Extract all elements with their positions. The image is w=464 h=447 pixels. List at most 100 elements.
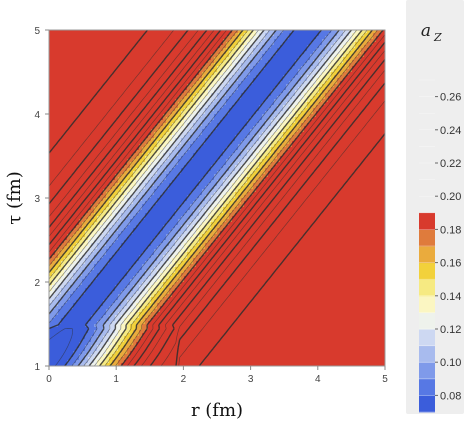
contour-cell bbox=[70, 267, 74, 271]
contour-cell bbox=[58, 273, 62, 277]
contour-cell bbox=[154, 177, 158, 181]
contour-cell bbox=[52, 231, 56, 235]
contour-cell bbox=[175, 333, 179, 337]
contour-cell bbox=[82, 204, 86, 208]
contour-cell bbox=[181, 96, 185, 100]
contour-cell bbox=[127, 321, 131, 325]
contour-cell bbox=[121, 231, 125, 235]
contour-cell bbox=[76, 279, 80, 283]
contour-cell bbox=[49, 87, 53, 91]
contour-cell bbox=[82, 105, 86, 109]
contour-cell bbox=[145, 78, 149, 82]
contour-cell bbox=[166, 339, 170, 343]
contour-cell bbox=[124, 351, 128, 355]
contour-cell bbox=[166, 69, 170, 73]
contour-cell bbox=[163, 84, 167, 88]
contour-cell bbox=[58, 165, 62, 169]
contour-cell bbox=[121, 135, 125, 139]
contour-cell bbox=[127, 63, 131, 67]
contour-cell bbox=[52, 180, 56, 184]
contour-cell bbox=[154, 267, 158, 271]
contour-cell bbox=[55, 138, 59, 142]
contour-cell bbox=[73, 315, 77, 319]
contour-cell bbox=[181, 102, 185, 106]
contour-cell bbox=[133, 357, 137, 361]
contour-cell bbox=[73, 147, 77, 151]
contour-cell bbox=[73, 72, 77, 76]
contour-cell bbox=[91, 39, 95, 43]
contour-cell bbox=[169, 78, 173, 82]
contour-cell bbox=[178, 168, 182, 172]
contour-cell bbox=[109, 276, 113, 280]
contour-cell bbox=[79, 129, 83, 133]
contour-cell bbox=[160, 111, 164, 115]
contour-cell bbox=[91, 339, 95, 343]
contour-cell bbox=[64, 66, 68, 70]
contour-cell bbox=[166, 132, 170, 136]
contour-cell bbox=[73, 189, 77, 193]
contour-cell bbox=[73, 90, 77, 94]
contour-cell bbox=[79, 156, 83, 160]
contour-cell bbox=[178, 156, 182, 160]
contour-cell bbox=[88, 240, 92, 244]
contour-cell bbox=[58, 345, 62, 349]
contour-cell bbox=[67, 195, 71, 199]
contour-cell bbox=[163, 264, 167, 268]
contour-cell bbox=[61, 54, 65, 58]
contour-cell bbox=[118, 159, 122, 163]
contour-cell bbox=[61, 249, 65, 253]
contour-cell bbox=[58, 78, 62, 82]
contour-cell bbox=[55, 66, 59, 70]
contour-cell bbox=[79, 315, 83, 319]
contour-cell bbox=[178, 330, 182, 334]
contour-cell bbox=[91, 183, 95, 187]
contour-cell bbox=[178, 201, 182, 205]
contour-cell bbox=[94, 84, 98, 88]
contour-cell bbox=[82, 66, 86, 70]
contour-cell bbox=[118, 321, 122, 325]
contour-cell bbox=[118, 93, 122, 97]
contour-cell bbox=[82, 156, 86, 160]
contour-cell bbox=[79, 36, 83, 40]
contour-cell bbox=[160, 198, 164, 202]
contour-cell bbox=[145, 171, 149, 175]
contour-cell bbox=[106, 117, 110, 121]
contour-cell bbox=[100, 186, 104, 190]
contour-cell bbox=[130, 177, 134, 181]
contour-cell bbox=[97, 66, 101, 70]
contour-cell bbox=[127, 255, 131, 259]
contour-cell bbox=[172, 210, 176, 214]
contour-cell bbox=[64, 84, 68, 88]
contour-cell bbox=[61, 243, 65, 247]
contour-cell bbox=[88, 282, 92, 286]
contour-cell bbox=[154, 75, 158, 79]
contour-cell bbox=[133, 279, 137, 283]
contour-cell bbox=[82, 120, 86, 124]
contour-cell bbox=[163, 219, 167, 223]
contour-cell bbox=[91, 345, 95, 349]
contour-cell bbox=[103, 210, 107, 214]
contour-cell bbox=[103, 135, 107, 139]
contour-cell bbox=[109, 69, 113, 73]
contour-cell bbox=[52, 348, 56, 352]
contour-cell bbox=[166, 42, 170, 46]
contour-cell bbox=[127, 327, 131, 331]
contour-cell bbox=[106, 192, 110, 196]
contour-cell bbox=[178, 285, 182, 289]
contour-cell bbox=[163, 114, 167, 118]
contour-cell bbox=[70, 240, 74, 244]
contour-cell bbox=[148, 87, 152, 91]
contour-cell bbox=[73, 300, 77, 304]
contour-cell bbox=[166, 357, 170, 361]
contour-cell bbox=[106, 168, 110, 172]
contour-cell bbox=[61, 300, 65, 304]
contour-cell bbox=[166, 255, 170, 259]
contour-cell bbox=[61, 213, 65, 217]
contour-cell bbox=[103, 192, 107, 196]
contour-cell bbox=[55, 123, 59, 127]
contour-cell bbox=[97, 333, 101, 337]
contour-cell bbox=[109, 183, 113, 187]
contour-cell bbox=[124, 54, 128, 58]
contour-cell bbox=[151, 126, 155, 130]
contour-cell bbox=[166, 171, 170, 175]
